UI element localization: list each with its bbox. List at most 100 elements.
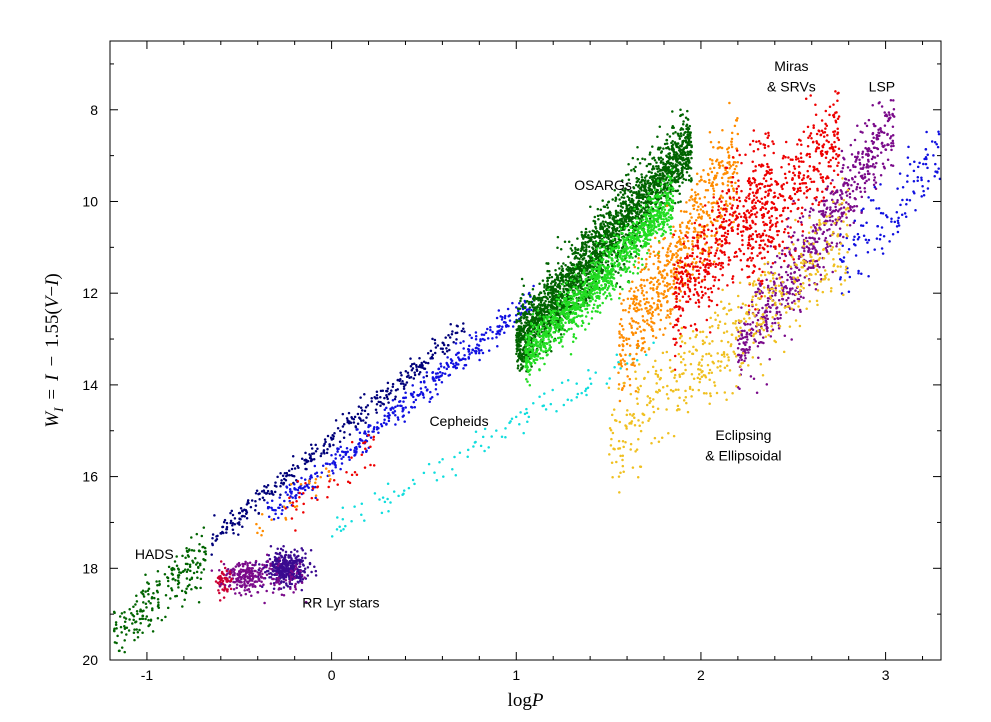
point-type-ii-cepheids	[575, 395, 579, 399]
point-cepheids-first-overtone	[442, 366, 446, 369]
point-cepheids-fundamental	[387, 401, 390, 404]
point-hads	[192, 571, 196, 575]
point-osargs	[550, 287, 553, 290]
point-hads	[157, 601, 160, 604]
point-miras-first-overtone	[640, 268, 644, 271]
point-osargs	[523, 355, 526, 359]
point-type-ii-cepheids	[392, 490, 396, 493]
point-osargs	[614, 270, 617, 273]
point-osargs	[638, 217, 641, 220]
point-osargs-bright	[590, 317, 594, 320]
point-cepheids-first-overtone	[272, 518, 276, 521]
point-osargs	[537, 293, 541, 296]
point-cepheids-fundamental	[455, 324, 459, 327]
point-type-ii-cepheids	[518, 422, 521, 426]
point-type-ii-cepheids	[341, 517, 345, 521]
point-osargs	[665, 168, 668, 172]
point-osargs-bright	[571, 298, 575, 301]
point-osargs	[677, 173, 681, 177]
point-osargs	[666, 181, 669, 185]
point-hads	[120, 612, 124, 615]
point-osargs	[640, 214, 643, 217]
point-osargs-bright	[614, 283, 618, 286]
point-cepheids-first-overtone	[377, 426, 380, 430]
point-osargs	[646, 181, 650, 185]
point-osargs	[583, 234, 587, 237]
point-miras-first-overtone	[643, 284, 646, 288]
point-osargs	[666, 133, 669, 136]
point-osargs-bright	[660, 234, 663, 238]
point-cepheids-fundamental	[245, 503, 249, 506]
point-osargs-bright	[597, 281, 600, 285]
point-anomalous-cepheids-overtone	[261, 529, 265, 533]
point-cepheids-first-overtone	[517, 309, 520, 313]
point-osargs	[686, 150, 689, 154]
point-osargs	[561, 267, 564, 271]
point-cepheids-fundamental	[300, 457, 304, 460]
point-osargs-bright	[617, 262, 621, 265]
point-osargs	[609, 214, 613, 217]
point-miras-first-overtone	[659, 318, 663, 322]
point-osargs	[636, 157, 640, 161]
point-anomalous-cepheids-fundamental	[302, 511, 305, 514]
point-osargs-bright	[559, 338, 563, 341]
point-osargs-bright	[670, 168, 674, 171]
point-osargs	[569, 261, 572, 264]
point-osargs-bright	[590, 267, 594, 270]
point-osargs	[585, 235, 588, 239]
point-osargs	[567, 268, 571, 271]
point-osargs	[605, 212, 608, 215]
point-anomalous-cepheids-fundamental	[336, 483, 339, 486]
point-cepheids-fundamental	[443, 352, 446, 355]
point-osargs-bright	[533, 344, 536, 348]
point-anomalous-cepheids-overtone	[329, 477, 332, 481]
point-osargs	[578, 265, 582, 269]
point-anomalous-cepheids-overtone	[258, 526, 261, 530]
point-osargs	[551, 285, 555, 288]
point-cepheids-first-overtone	[439, 365, 443, 368]
point-osargs	[689, 131, 692, 134]
point-anomalous-cepheids-fundamental	[346, 480, 350, 483]
point-osargs-bright	[548, 348, 551, 351]
point-osargs	[634, 255, 638, 258]
point-osargs-bright	[661, 206, 664, 210]
point-osargs-bright	[602, 293, 605, 296]
point-cepheids-fundamental	[342, 423, 346, 426]
point-osargs	[656, 176, 660, 180]
point-osargs	[613, 222, 616, 225]
point-osargs	[588, 263, 592, 267]
point-osargs-bright	[608, 252, 611, 256]
point-hads	[113, 629, 116, 633]
point-cepheids-fundamental	[413, 371, 416, 374]
point-cepheids-first-overtone	[475, 350, 478, 353]
point-osargs	[664, 186, 667, 189]
point-miras-first-overtone	[642, 294, 646, 297]
point-osargs	[665, 142, 669, 145]
point-osargs	[686, 130, 690, 134]
point-cepheids-fundamental	[383, 396, 386, 400]
point-type-ii-cepheids	[466, 455, 469, 458]
point-type-ii-cepheids	[433, 471, 436, 474]
point-cepheids-first-overtone	[467, 350, 471, 353]
point-osargs	[578, 257, 581, 261]
point-osargs	[645, 164, 649, 168]
point-anomalous-cepheids-overtone	[289, 501, 292, 504]
point-cepheids-fundamental	[402, 382, 405, 385]
point-cepheids-fundamental	[366, 404, 370, 407]
point-osargs-bright	[586, 311, 590, 314]
point-cepheids-fundamental	[449, 323, 452, 326]
point-miras-first-overtone	[631, 280, 634, 283]
point-miras-first-overtone	[628, 304, 632, 308]
point-hads	[195, 532, 199, 536]
point-osargs-bright	[656, 179, 660, 183]
point-osargs	[675, 179, 679, 182]
point-hads	[171, 566, 174, 570]
point-osargs	[676, 152, 679, 156]
point-osargs	[609, 239, 612, 243]
point-osargs	[554, 290, 558, 293]
point-osargs	[649, 162, 652, 166]
point-cepheids-fundamental	[268, 492, 271, 496]
point-hads	[135, 628, 138, 631]
point-osargs	[620, 209, 623, 213]
point-osargs-bright	[533, 352, 536, 355]
